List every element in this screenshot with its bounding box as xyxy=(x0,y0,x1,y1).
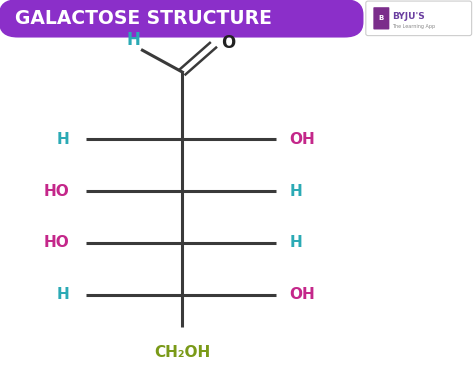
Text: H: H xyxy=(57,287,70,302)
FancyBboxPatch shape xyxy=(374,7,389,29)
Text: CH₂OH: CH₂OH xyxy=(154,345,210,360)
Text: O: O xyxy=(221,34,235,52)
Text: B: B xyxy=(379,15,384,21)
FancyBboxPatch shape xyxy=(0,0,364,38)
Text: HO: HO xyxy=(44,184,70,199)
Text: H: H xyxy=(126,31,140,49)
Text: HO: HO xyxy=(44,236,70,250)
Text: H: H xyxy=(290,236,302,250)
Text: The Learning App: The Learning App xyxy=(392,24,435,29)
Text: GALACTOSE STRUCTURE: GALACTOSE STRUCTURE xyxy=(16,9,272,28)
Text: OH: OH xyxy=(290,287,315,302)
FancyBboxPatch shape xyxy=(366,1,472,36)
Text: H: H xyxy=(57,132,70,147)
Text: OH: OH xyxy=(290,132,315,147)
Text: BYJU'S: BYJU'S xyxy=(392,12,424,21)
Text: H: H xyxy=(290,184,302,199)
